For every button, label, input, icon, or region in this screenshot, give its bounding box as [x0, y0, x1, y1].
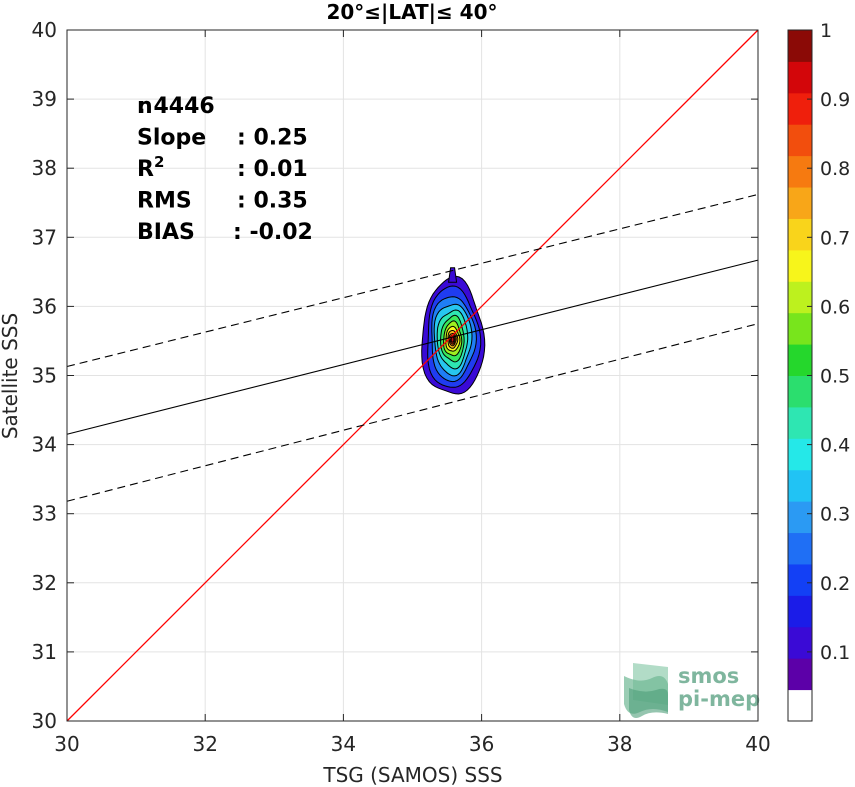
stat-value: : -0.02 [233, 220, 313, 245]
stat-name: BIAS [137, 220, 195, 245]
colorbar-tick-label: 0.2 [820, 573, 850, 595]
smos-pimep-logo: smos pi-mep [624, 663, 760, 718]
colorbar-segment [788, 249, 812, 282]
stat-value: : 0.35 [237, 189, 308, 214]
y-tick-label: 35 [32, 364, 57, 388]
colorbar-tick-label: 1 [820, 20, 832, 42]
colorbar-segment [788, 406, 812, 439]
colorbar-segment [788, 92, 812, 125]
colorbar-segment [788, 312, 812, 345]
y-tick-label: 37 [32, 225, 57, 249]
x-tick-label: 30 [54, 732, 79, 756]
y-tick-label: 38 [32, 156, 57, 180]
stat-value: : 0.01 [237, 157, 308, 182]
logo-text-line2: pi-mep [678, 687, 760, 711]
colorbar-segment [788, 563, 812, 596]
chart-title: 20°≤|LAT|≤ 40° [326, 0, 497, 24]
identity-line [66, 29, 759, 722]
x-axis-label: TSG (SAMOS) SSS [322, 763, 502, 787]
colorbar-segment [788, 375, 812, 408]
colorbar-segment [788, 30, 812, 62]
colorbar-segment [788, 61, 812, 94]
colorbar-segment [788, 218, 812, 251]
y-tick-label: 33 [32, 502, 57, 526]
colorbar-tick-label: 0.3 [820, 504, 850, 526]
stat-value: : 0.25 [237, 126, 308, 151]
colorbar-segment [788, 344, 812, 376]
y-tick-label: 32 [32, 571, 57, 595]
confidence-bound-line [66, 323, 759, 502]
confidence-bound-line [66, 193, 759, 368]
colorbar-segment [788, 532, 812, 565]
colorbar-segment [788, 124, 812, 157]
y-tick-label: 36 [32, 294, 57, 318]
density-contour-spike [448, 267, 458, 283]
y-tick-label: 39 [32, 87, 57, 111]
colorbar-tick-label: 0.1 [820, 642, 850, 664]
colorbar-segment [788, 689, 812, 722]
colorbar-tick-label: 0.6 [820, 296, 850, 318]
y-tick-label: 30 [32, 709, 57, 733]
y-axis-label: Satellite SSS [0, 313, 22, 439]
logo-text-line1: smos [678, 664, 739, 688]
x-tick-label: 32 [192, 732, 217, 756]
x-tick-label: 34 [331, 732, 356, 756]
colorbar-tick-label: 0.4 [820, 435, 850, 457]
y-tick-label: 34 [32, 433, 57, 457]
stat-value: : 4446 [137, 94, 215, 119]
stat-name: RMS [137, 189, 192, 214]
colorbar-tick-label: 0.8 [820, 158, 850, 180]
colorbar-segment [788, 187, 812, 219]
regression-line [66, 259, 759, 435]
y-tick-label: 40 [32, 18, 57, 42]
stat-name: Slope [137, 126, 206, 151]
x-tick-label: 36 [469, 732, 494, 756]
colorbar-tick-label: 0.9 [820, 89, 850, 111]
colorbar-segment [788, 469, 812, 502]
x-tick-label: 38 [607, 732, 632, 756]
y-tick-label: 31 [32, 640, 57, 664]
colorbar: 0.1 0.2 0.3 0.4 0.5 0.6 0.7 0.8 0.9 1 [787, 20, 850, 722]
y-axis: 30 31 32 33 34 35 36 37 38 39 40 [32, 18, 758, 733]
colorbar-tick-label: 0.5 [820, 366, 850, 388]
colorbar-segment [788, 438, 812, 471]
colorbar-tick-label: 0.7 [820, 227, 850, 249]
logo-graphic-icon [624, 663, 668, 718]
colorbar-segment [788, 595, 812, 628]
stats-block: n: 4446 Slope : 0.25 R2 : 0.01 RMS : 0.35 BIAS:… [137, 94, 313, 245]
stat-name: n [137, 94, 153, 119]
colorbar-segment [788, 501, 812, 534]
x-axis: 30 32 34 36 38 40 [54, 30, 771, 756]
colorbar-segment [788, 155, 812, 188]
x-tick-label: 40 [745, 732, 770, 756]
colorbar-segment [788, 658, 812, 691]
colorbar-segment [788, 281, 812, 314]
colorbar-segment [788, 626, 812, 659]
stat-name: R2 [137, 153, 164, 182]
